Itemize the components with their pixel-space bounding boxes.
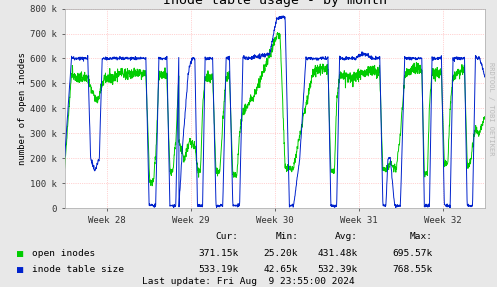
Text: 42.65k: 42.65k [264, 265, 298, 274]
Text: 768.55k: 768.55k [392, 265, 432, 274]
Text: 533.19k: 533.19k [198, 265, 239, 274]
Text: 25.20k: 25.20k [264, 249, 298, 259]
Y-axis label: number of open inodes: number of open inodes [18, 52, 27, 165]
Title: Inode table usage - by month: Inode table usage - by month [163, 0, 387, 7]
Text: Last update: Fri Aug  9 23:55:00 2024: Last update: Fri Aug 9 23:55:00 2024 [142, 277, 355, 286]
Text: inode table size: inode table size [32, 265, 124, 274]
Text: Cur:: Cur: [216, 232, 239, 241]
Text: 532.39k: 532.39k [318, 265, 358, 274]
Text: Max:: Max: [410, 232, 432, 241]
Text: Avg:: Avg: [335, 232, 358, 241]
Text: ■: ■ [17, 249, 24, 259]
Text: 431.48k: 431.48k [318, 249, 358, 259]
Text: Min:: Min: [275, 232, 298, 241]
Text: ■: ■ [17, 265, 24, 275]
Text: 695.57k: 695.57k [392, 249, 432, 259]
Text: open inodes: open inodes [32, 249, 95, 259]
Text: RRDTOOL / TOBI OETIKER: RRDTOOL / TOBI OETIKER [488, 62, 494, 156]
Text: 371.15k: 371.15k [198, 249, 239, 259]
